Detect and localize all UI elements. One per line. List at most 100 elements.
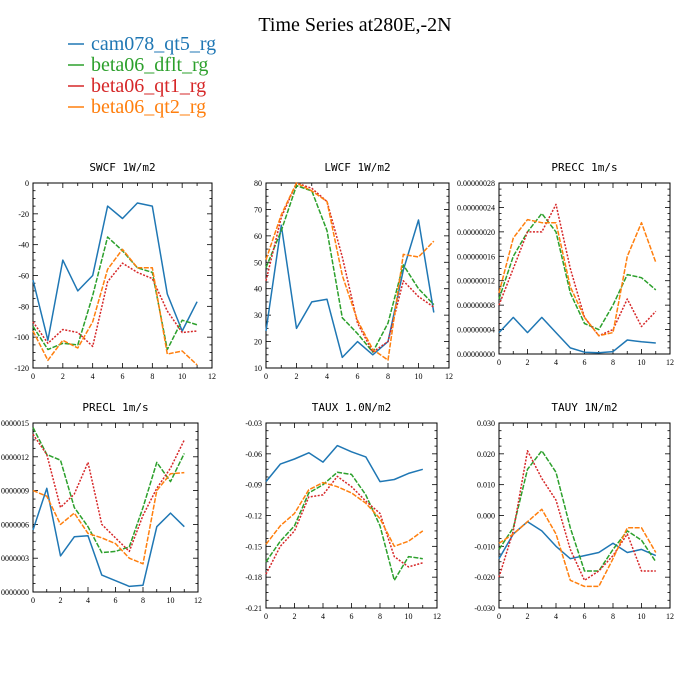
x-tick-label: 8 [378,612,382,621]
y-tick-label: 0000000 [1,588,29,597]
series-line-beta06_dflt_rg [498,212,657,331]
series-line-beta06_qt2_rg [265,481,424,548]
chart-panel-2: PRECC 1m/s 0 2 4 6 8 10 12 0.00000000 0.00000004 0… [457,161,674,367]
chart-panel-1: LWCF 1W/m2 0 2 4 6 8 10 12 10 20 30 40 50 60 70 80 [254,161,453,381]
y-tick-label: 0.00000012 [457,277,495,286]
y-tick-label: 50 [254,258,262,267]
x-tick-label: 6 [350,612,354,621]
series-line-beta06_qt1_rg [265,475,424,575]
y-tick-label: 70 [254,205,262,214]
x-tick-label: 12 [194,596,202,605]
y-tick-label: 0.00000004 [457,326,495,335]
y-tick-label: 30 [254,311,262,320]
series-line-beta06_dflt_rg [265,471,423,582]
plot-frame [498,182,671,355]
series-line-beta06_qt2_rg [498,508,657,588]
series-line-beta06_qt2_rg [32,471,185,565]
x-tick-label: 2 [59,596,63,605]
y-tick-label: 0000012 [1,453,29,462]
y-tick-label: -100 [14,333,29,342]
y-tick-label: 0.030 [477,419,495,428]
legend: cam078_qt5_rgbeta06_dflt_rgbeta06_qt1_rg… [68,33,216,118]
series-line-cam078_qt5_rg [265,219,435,359]
figure-title: Time Series at280E,-2N [258,14,451,36]
chart-panel-0: SWCF 1W/m2 0 2 4 6 8 10 12 -120 -100 -80 -60 -40 -20 0 [14,161,216,381]
x-tick-label: 10 [167,596,175,605]
legend-label-beta06_qt1_rg: beta06_qt1_rg [91,75,206,97]
x-tick-label: 4 [325,372,329,381]
x-tick-label: 4 [554,612,558,621]
x-tick-label: 6 [583,358,587,367]
panel-title: PRECC 1m/s [551,161,617,174]
y-tick-label: -40 [18,241,29,250]
y-tick-label: -0.010 [474,542,495,551]
y-tick-label: 0.00000028 [457,179,495,188]
y-tick-label: 0.00000000 [457,350,495,359]
x-tick-label: 12 [433,612,441,621]
x-tick-label: 4 [86,596,90,605]
series-line-beta06_qt1_rg [498,203,657,337]
series-line-cam078_qt5_rg [498,316,656,354]
x-tick-label: 2 [293,612,297,621]
plot-frame [498,422,671,609]
plot-frame [265,422,438,609]
chart-panels: SWCF 1W/m2 0 2 4 6 8 10 12 -120 -100 -80 -60 -40 -20 0… [1,161,674,621]
y-tick-label: -0.21 [245,604,262,613]
chart-panel-5: TAUY 1N/m2 0 2 4 6 8 10 12 -0.030 -0.020 -0.010 0.0… [474,401,674,621]
series-line-beta06_qt2_rg [32,248,198,366]
legend-label-beta06_qt2_rg: beta06_qt2_rg [91,96,206,118]
x-tick-label: 6 [114,596,118,605]
series-line-beta06_dflt_rg [32,236,198,351]
y-tick-label: -60 [18,272,29,281]
x-tick-label: 0 [497,358,501,367]
x-tick-label: 12 [445,372,453,381]
series-line-cam078_qt5_rg [32,202,198,342]
x-tick-label: 8 [386,372,390,381]
chart-panel-4: TAUX 1.0N/m2 0 2 4 6 8 10 12 -0.21 -0.18 -0.15 -0.1… [245,401,441,621]
x-tick-label: 4 [554,358,558,367]
x-tick-label: 10 [405,612,413,621]
y-tick-label: -0.09 [245,481,262,490]
series-line-beta06_qt1_rg [265,182,435,353]
y-tick-label: 10 [254,364,262,373]
y-tick-label: 0000009 [1,487,29,496]
series-line-beta06_qt1_rg [32,262,198,348]
x-tick-label: 8 [141,596,145,605]
y-tick-label: -0.030 [474,604,495,613]
series-line-cam078_qt5_rg [265,444,424,483]
y-tick-label: -20 [18,210,29,219]
x-tick-label: 12 [666,358,674,367]
y-tick-label: 20 [254,338,262,347]
plot-frame [265,182,450,369]
y-tick-label: 0.000 [477,512,495,521]
x-tick-label: 10 [638,612,646,621]
y-tick-label: 60 [254,232,262,241]
panel-title: TAUX 1.0N/m2 [312,401,391,414]
x-tick-label: 0 [497,612,501,621]
x-tick-label: 10 [415,372,423,381]
y-tick-label: -0.06 [245,450,262,459]
panel-title: TAUY 1N/m2 [551,401,617,414]
series-line-beta06_dflt_rg [498,450,657,572]
x-tick-label: 10 [178,372,186,381]
y-tick-label: 0.00000016 [457,252,495,261]
x-tick-label: 10 [638,358,646,367]
x-tick-label: 6 [121,372,125,381]
y-tick-label: 0000006 [1,520,29,529]
x-tick-label: 2 [295,372,299,381]
series-line-beta06_qt1_rg [498,450,656,582]
y-tick-label: -0.12 [245,512,262,521]
x-tick-label: 8 [611,612,615,621]
y-tick-label: -0.03 [245,419,262,428]
series-line-beta06_qt2_rg [498,218,657,337]
x-tick-label: 6 [356,372,360,381]
y-tick-label: 0.00000020 [457,228,495,237]
plot-frame [32,422,199,593]
chart-panel-3: PRECL 1m/s 0 2 4 6 8 10 12 0000000 0000003 0000006… [1,401,202,605]
panel-title: SWCF 1W/m2 [89,161,155,174]
x-tick-label: 2 [526,358,530,367]
y-tick-label: -0.18 [245,573,262,582]
panel-title: PRECL 1m/s [82,401,148,414]
panel-title: LWCF 1W/m2 [324,161,390,174]
